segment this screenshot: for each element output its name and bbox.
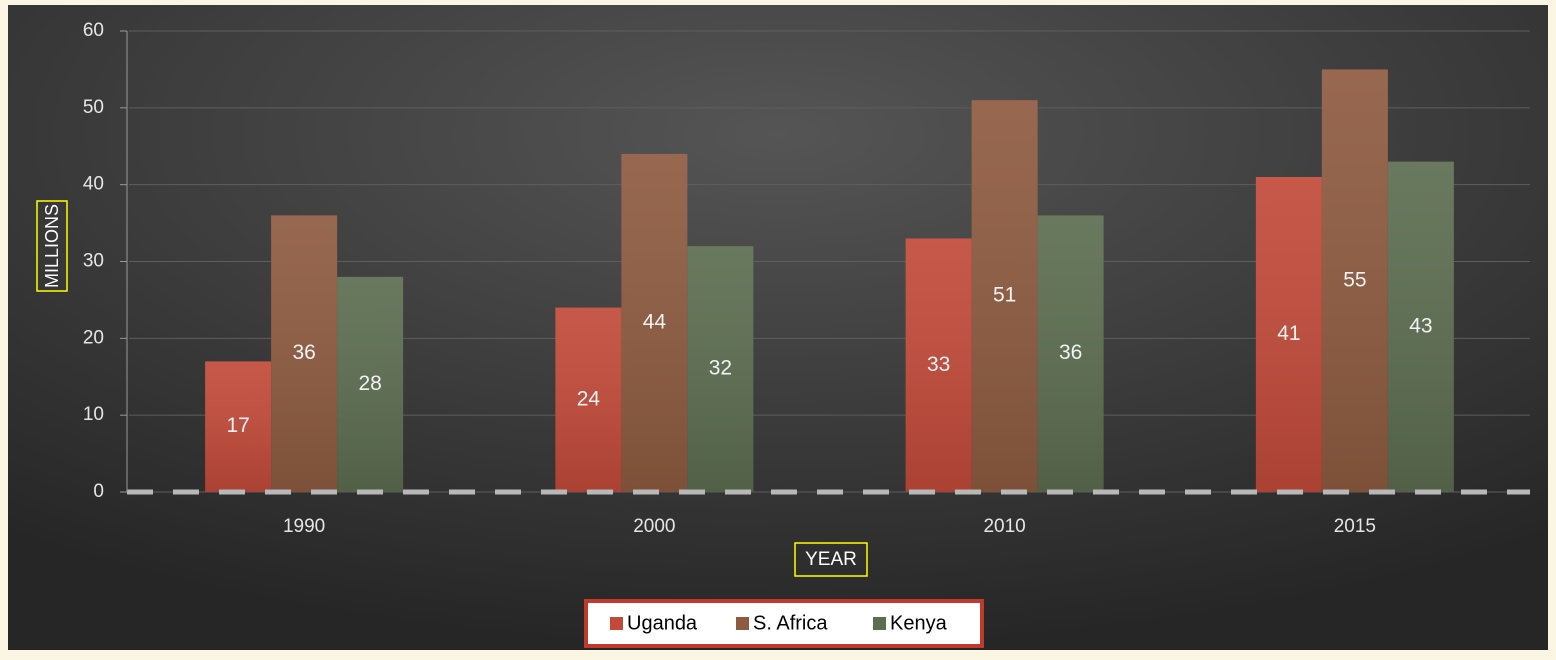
legend-swatch (736, 617, 749, 630)
bar-shade (905, 238, 972, 492)
y-tick-label: 10 (83, 404, 104, 425)
y-axis-title: MILLIONS (36, 200, 68, 292)
data-label: 44 (643, 311, 667, 334)
bar-shade (1321, 69, 1388, 493)
bar-shade (971, 100, 1038, 493)
x-tick-label: 2000 (633, 516, 675, 537)
data-label: 55 (1343, 268, 1366, 291)
data-label: 51 (993, 284, 1016, 307)
bar-shade (555, 307, 622, 492)
y-tick-label: 40 (83, 174, 104, 195)
legend-label: S. Africa (753, 612, 828, 634)
data-label: 43 (1409, 314, 1432, 337)
bar-shade (205, 361, 272, 492)
bar-shade (1037, 215, 1104, 492)
bar-shade (271, 215, 338, 492)
bar-shade (1255, 176, 1322, 492)
data-label: 17 (226, 414, 249, 437)
data-label: 33 (927, 353, 950, 376)
data-label: 41 (1277, 322, 1300, 345)
legend-swatch (873, 617, 886, 630)
y-tick-label: 0 (93, 481, 104, 502)
bar-shade (621, 153, 688, 492)
legend-box (584, 599, 984, 648)
bar-shade (337, 276, 404, 492)
data-label: 28 (358, 372, 381, 395)
data-label: 24 (577, 387, 601, 410)
bar-shade (687, 246, 754, 492)
legend-label: Uganda (627, 612, 698, 634)
y-tick-label: 50 (83, 97, 104, 118)
y-tick-label: 20 (83, 327, 104, 348)
data-label: 36 (1059, 341, 1082, 364)
x-axis-title: YEAR (805, 549, 857, 570)
bar-shade (1387, 161, 1454, 492)
data-label: 32 (709, 357, 732, 380)
x-axis-title-box (794, 542, 868, 577)
legend-swatch (610, 617, 623, 630)
y-tick-label: 30 (83, 251, 104, 272)
y-tick-label: 60 (83, 20, 104, 41)
y-axis-title-box (36, 200, 68, 292)
x-tick-label: 2015 (1334, 516, 1376, 537)
x-tick-label: 2010 (983, 516, 1025, 537)
y-axis-title-text: MILLIONS (42, 204, 62, 288)
x-tick-label: 1990 (283, 516, 325, 537)
data-label: 36 (292, 341, 315, 364)
legend-label: Kenya (890, 612, 948, 634)
